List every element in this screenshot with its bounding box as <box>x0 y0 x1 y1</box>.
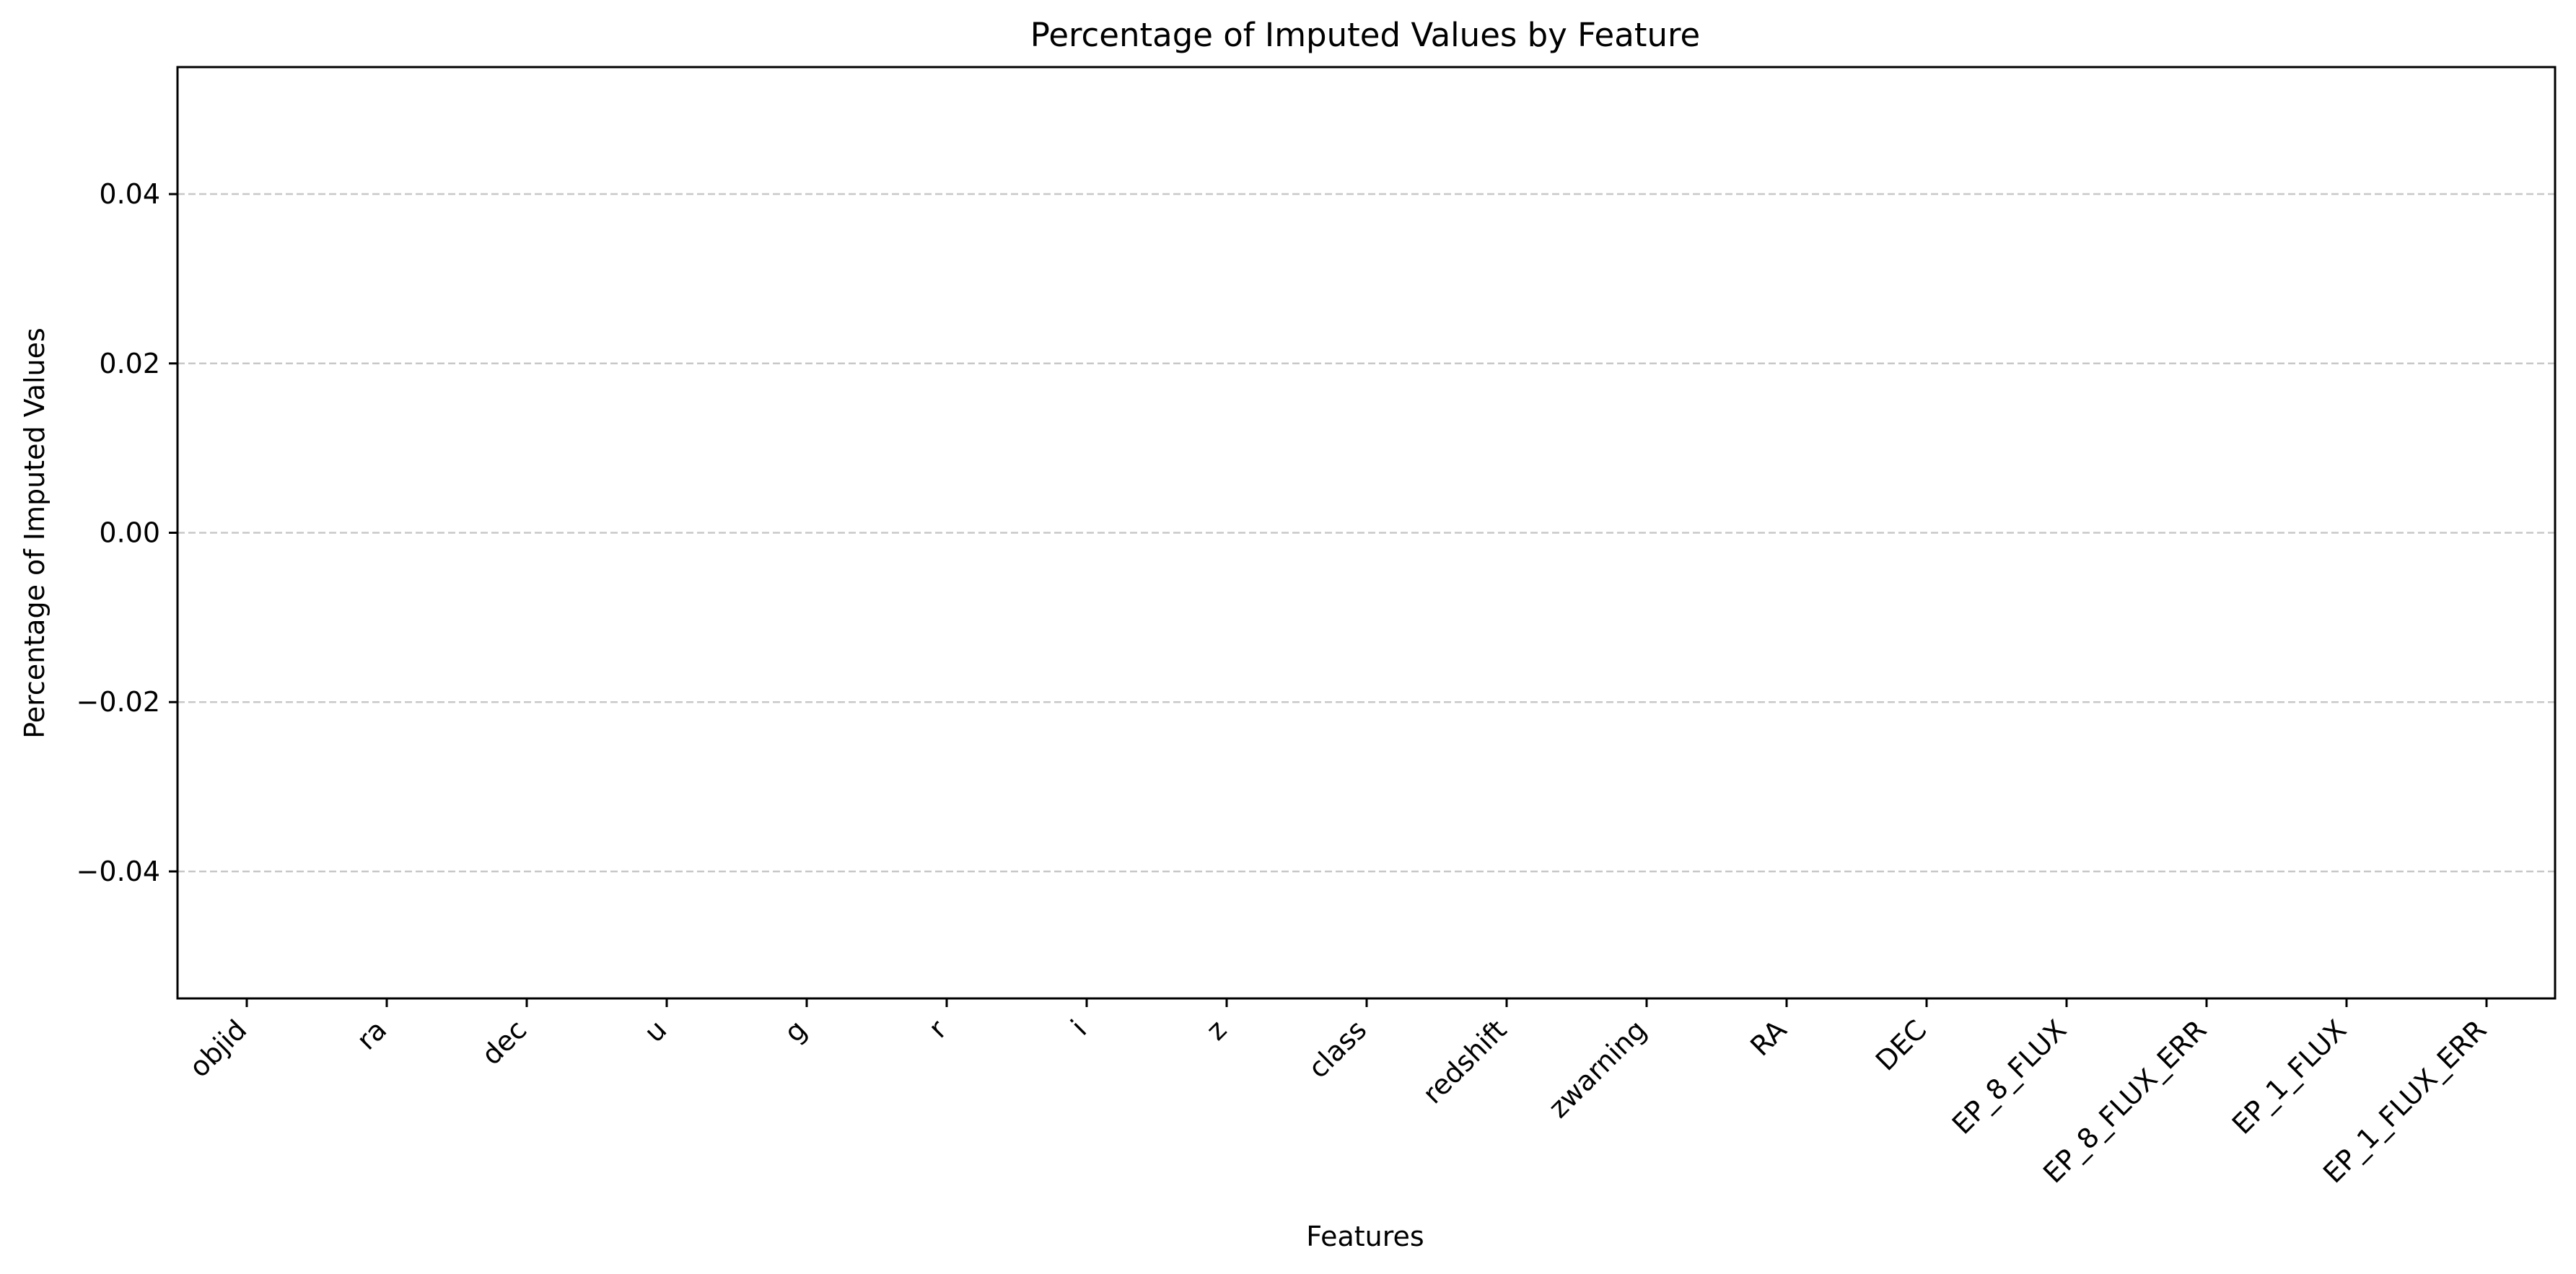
y-tick-label: 0.04 <box>99 178 160 210</box>
x-tick-label: u <box>638 1014 673 1048</box>
x-tick-label: DEC <box>1870 1014 1933 1077</box>
x-tick-label: g <box>778 1014 812 1048</box>
x-tick-label: dec <box>476 1014 533 1071</box>
x-tick-label: r <box>922 1014 952 1044</box>
y-tick-label: −0.04 <box>76 856 160 887</box>
x-tick-label: RA <box>1744 1014 1792 1062</box>
x-tick-label: z <box>1200 1014 1232 1046</box>
x-tick-label: objid <box>183 1014 253 1084</box>
x-tick-label: class <box>1302 1014 1373 1084</box>
x-tick-label: redshift <box>1416 1014 1512 1110</box>
x-tick-label: EP_1_FLUX <box>2226 1014 2352 1140</box>
x-tick-label: i <box>1065 1014 1093 1042</box>
y-axis-ticks: −0.04 −0.02 0.00 0.02 0.04 <box>76 178 178 887</box>
x-tick-label: zwarning <box>1543 1014 1653 1124</box>
plot-area-frame <box>176 66 2557 1000</box>
x-tick-label: EP_8_FLUX <box>1946 1014 2072 1140</box>
y-axis-label: Percentage of Imputed Values <box>19 328 51 739</box>
x-tick-label: ra <box>351 1014 393 1056</box>
gridlines <box>178 193 2555 873</box>
x-axis-ticks: objid ra dec u g r i z class redshift zwarning RA DE… <box>183 998 2492 1189</box>
y-tick-label: −0.02 <box>76 686 160 718</box>
y-tick-label: 0.00 <box>99 517 160 549</box>
chart-title: Percentage of Imputed Values by Feature <box>1030 16 1700 54</box>
y-tick-label: 0.02 <box>99 348 160 379</box>
x-axis-label: Features <box>1306 1221 1424 1252</box>
